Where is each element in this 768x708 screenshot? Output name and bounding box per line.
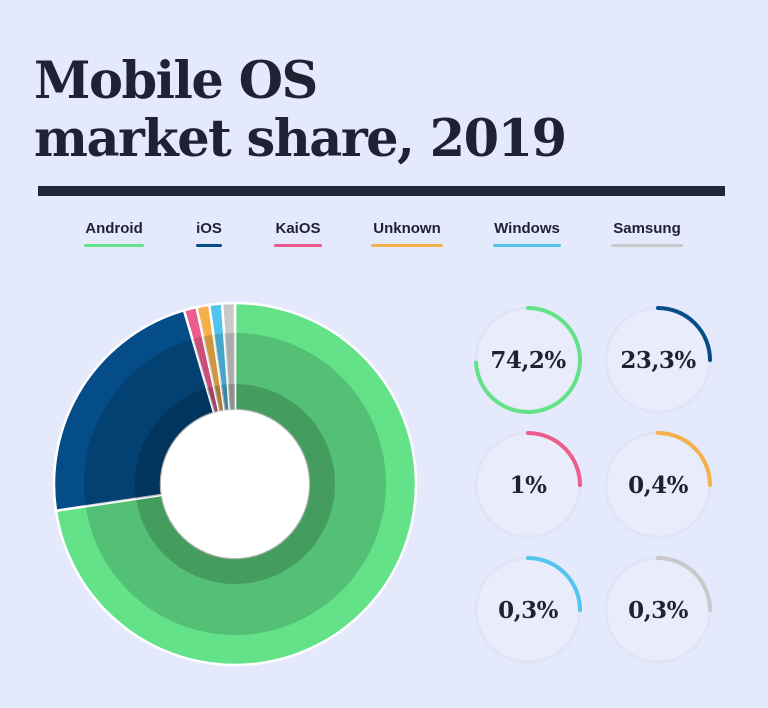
gauge-arc-windows: [526, 556, 582, 612]
legend-label-unknown: Unknown: [373, 220, 441, 237]
legend-item-windows: Windows: [493, 220, 561, 247]
gauge-ring-ios: [604, 306, 712, 414]
legend-label-ios: iOS: [196, 220, 222, 237]
gauge-unknown: 0,4%: [603, 430, 713, 540]
title-divider: [38, 186, 725, 196]
legend-swatch-samsung: [611, 244, 683, 247]
gauge-value-kaios: 1%: [509, 471, 547, 499]
gauge-arc-android: [474, 306, 582, 414]
legend-label-android: Android: [85, 220, 143, 237]
gauge-value-android: 74,2%: [490, 346, 566, 374]
gauge-samsung: 0,3%: [603, 555, 713, 665]
gauge-value-ios: 23,3%: [620, 346, 696, 374]
donut-slice-shade-kaios: [192, 336, 220, 413]
donut-slice-ios: [52, 308, 216, 513]
gauge-kaios: 1%: [473, 430, 583, 540]
gauge-ring-unknown: [604, 431, 712, 539]
gauge-value-samsung: 0,3%: [628, 596, 688, 624]
donut-slice-shade-ios: [83, 339, 215, 507]
legend-swatch-ios: [196, 244, 222, 247]
gauge-arc-samsung: [656, 556, 712, 612]
legend-item-kaios: KaiOS: [274, 220, 322, 247]
legend-item-android: Android: [84, 220, 144, 247]
gauge-ring-kaios: [474, 431, 582, 539]
donut-hole: [161, 410, 309, 558]
legend-item-samsung: Samsung: [611, 220, 683, 247]
donut-slice-shade-samsung: [227, 384, 235, 411]
gauge-arc-kaios: [526, 431, 582, 487]
legend-label-samsung: Samsung: [613, 220, 681, 237]
legend-item-ios: iOS: [196, 220, 222, 247]
legend-item-unknown: Unknown: [371, 220, 443, 247]
gauge-android: 74,2%: [473, 305, 583, 415]
gauge-ring-windows: [474, 556, 582, 664]
legend-swatch-windows: [493, 244, 561, 247]
legend-label-windows: Windows: [494, 220, 560, 237]
legend-swatch-unknown: [371, 244, 443, 247]
donut-slice-shade-android: [85, 333, 386, 635]
donut-slice-shade-ios: [135, 388, 215, 499]
donut-slice-shade-kaios: [206, 386, 220, 413]
chart-title: Mobile OS market share, 2019: [34, 51, 567, 169]
gauge-value-unknown: 0,4%: [628, 471, 688, 499]
gauge-ring-samsung: [604, 556, 712, 664]
donut-slice-shade-windows: [213, 333, 230, 411]
legend-swatch-android: [84, 244, 144, 247]
gauge-arc-ios: [656, 306, 712, 362]
legend-swatch-kaios: [274, 244, 322, 247]
gauge-ios: 23,3%: [603, 305, 713, 415]
chart-title-line-1: Mobile OS: [34, 51, 318, 111]
gauge-windows: 0,3%: [473, 555, 583, 665]
gauge-value-windows: 0,3%: [498, 596, 558, 624]
legend-label-kaios: KaiOS: [275, 220, 321, 237]
donut-slice-shade-unknown: [213, 385, 225, 412]
donut-slice-shade-unknown: [202, 334, 225, 412]
gauge-ring-android: [474, 306, 582, 414]
chart-title-line-2: market share, 2019: [34, 109, 567, 169]
gauge-arc-unknown: [656, 431, 712, 487]
donut-slice-shade-samsung: [224, 333, 235, 411]
